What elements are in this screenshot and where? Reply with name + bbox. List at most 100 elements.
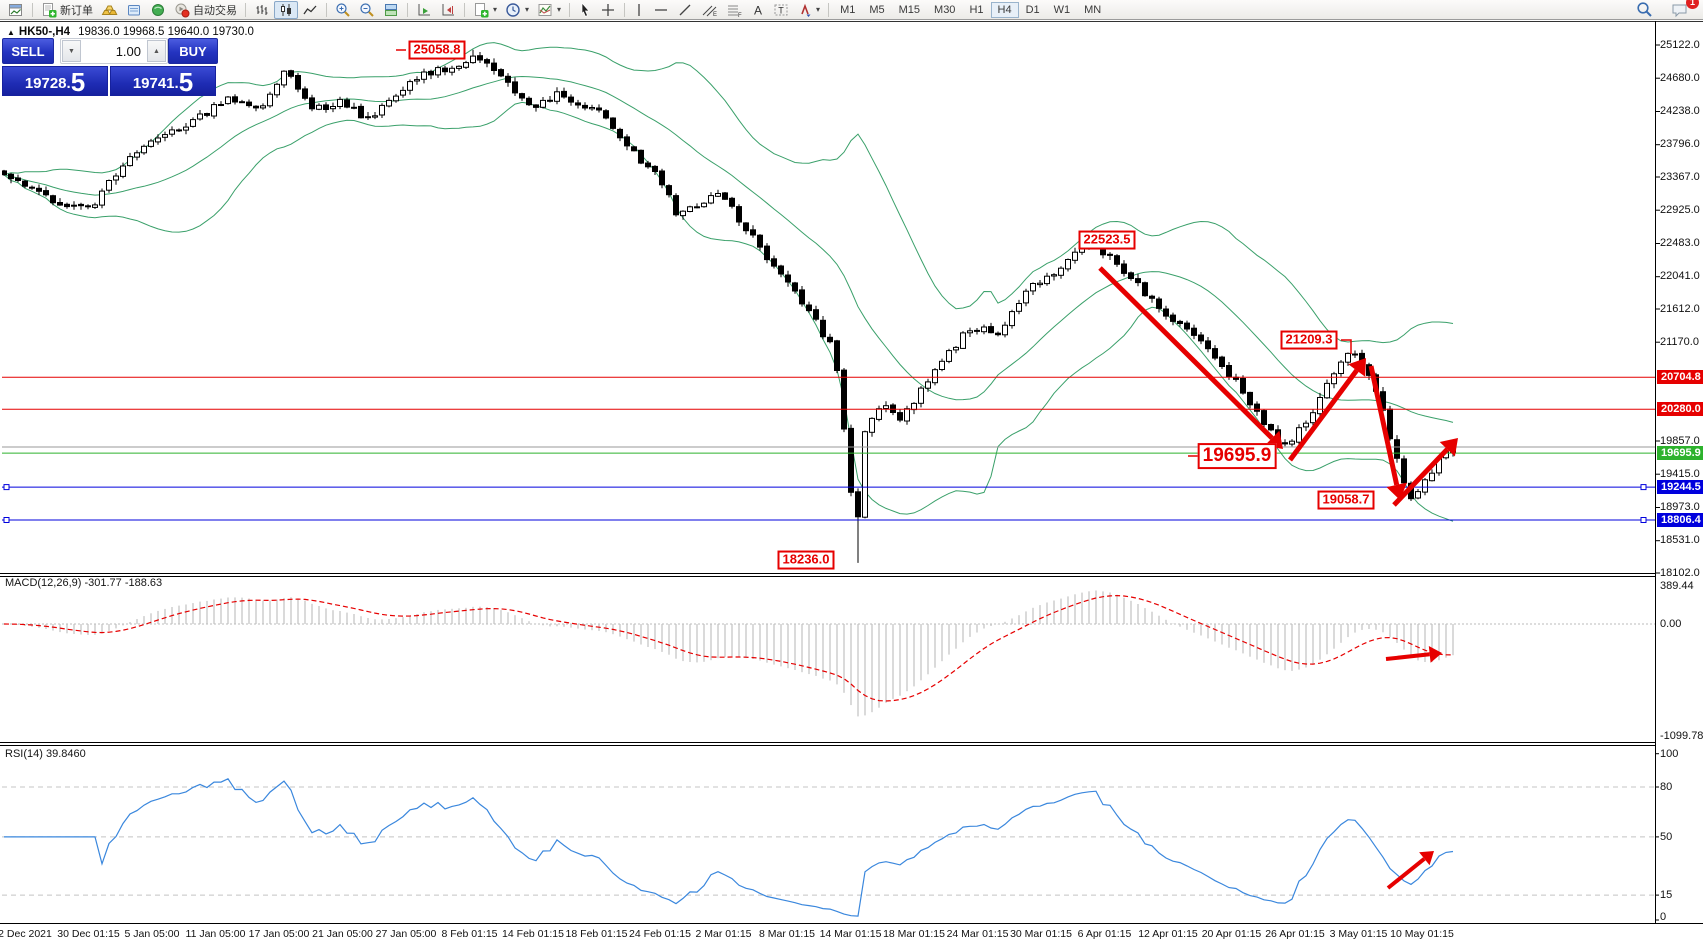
price-annotation-19058.7[interactable]: 19058.7 xyxy=(1317,490,1375,510)
chevron-down-icon: ▾ xyxy=(557,5,562,14)
strategy-tester-icon[interactable] xyxy=(146,1,170,19)
search-icon[interactable] xyxy=(1632,1,1657,19)
sell-button[interactable]: SELL xyxy=(2,38,54,64)
svg-text:F: F xyxy=(738,13,742,18)
price-annotation-25058.8[interactable]: 25058.8 xyxy=(408,40,466,60)
auto-scroll-icon[interactable] xyxy=(412,1,436,19)
price-annotation-19695.9[interactable]: 19695.9 xyxy=(1197,443,1277,469)
price-tick[interactable]: 22041.0 xyxy=(1660,270,1700,283)
time-label: 14 Feb 01:15 xyxy=(502,928,564,940)
rsi-scale-80[interactable]: 80 xyxy=(1660,780,1673,793)
one-click-trading-panel: SELL ▼ 1.00 ▲ BUY 19728. 5 19741. 5 xyxy=(2,38,218,96)
macd-scale-zero[interactable]: 0.00 xyxy=(1660,618,1682,630)
price-tick[interactable]: 24238.0 xyxy=(1660,104,1700,117)
price-tick[interactable]: 25122.0 xyxy=(1660,38,1700,51)
price-tick[interactable]: 18531.0 xyxy=(1660,534,1700,547)
autotrading-button[interactable]: 自动交易 xyxy=(170,1,241,19)
price-tick[interactable]: 23367.0 xyxy=(1660,170,1700,183)
data-window-icon[interactable] xyxy=(122,1,146,19)
panel-separator-rsi[interactable] xyxy=(0,742,1655,746)
periods-dropdown[interactable]: ▾ xyxy=(501,1,533,19)
timeframe-m15[interactable]: M15 xyxy=(898,3,921,16)
trendline-icon[interactable] xyxy=(673,1,697,19)
price-annotation-22523.5[interactable]: 22523.5 xyxy=(1078,230,1136,250)
time-label: 12 Apr 01:15 xyxy=(1138,928,1198,940)
timeframe-h4[interactable]: H4 xyxy=(990,1,1019,18)
bar-chart-icon[interactable] xyxy=(250,1,274,19)
price-tick[interactable]: 22483.0 xyxy=(1660,236,1700,249)
chevron-down-icon: ▾ xyxy=(816,5,821,14)
timeframe-m1[interactable]: M1 xyxy=(840,3,856,16)
price-tick[interactable]: 19857.0 xyxy=(1660,434,1700,447)
text-icon[interactable]: A xyxy=(747,1,769,19)
chart-window[interactable] xyxy=(0,21,1703,945)
notifications-icon[interactable]: 1 xyxy=(1667,0,1699,19)
price-tick[interactable]: 19415.0 xyxy=(1660,467,1700,480)
chart-window-icon[interactable] xyxy=(4,1,28,19)
volume-increase-button[interactable]: ▲ xyxy=(147,40,166,62)
candlestick-chart-icon[interactable] xyxy=(274,0,298,19)
new-order-button[interactable]: 新订单 xyxy=(37,1,97,19)
line-chart-icon[interactable] xyxy=(298,1,322,19)
horizontal-line-icon[interactable] xyxy=(649,1,673,19)
timeframe-m30[interactable]: M30 xyxy=(934,3,956,16)
price-badge-18806.4: 18806.4 xyxy=(1657,513,1703,528)
sell-price[interactable]: 19728. 5 xyxy=(2,66,108,96)
price-annotation-21209.3[interactable]: 21209.3 xyxy=(1280,330,1338,350)
sell-price-main: 19728 xyxy=(24,75,67,92)
volume-decrease-button[interactable]: ▼ xyxy=(62,40,81,62)
price-tick[interactable]: 22925.0 xyxy=(1660,203,1700,216)
toolbar-separator xyxy=(326,2,327,17)
macd-scale-top[interactable]: 389.44 xyxy=(1660,580,1694,592)
time-axis[interactable]: 2 Dec 2021 30 Dec 01:15 5 Jan 05:00 11 Jan … xyxy=(0,923,1703,944)
price-annotation-18236.0[interactable]: 18236.0 xyxy=(777,550,835,570)
rsi-scale-100[interactable]: 100 xyxy=(1660,747,1679,760)
price-tick[interactable]: 21612.0 xyxy=(1660,302,1700,315)
price-tick[interactable]: 18973.0 xyxy=(1660,500,1700,513)
price-tick[interactable]: 21170.0 xyxy=(1660,335,1699,348)
cursor-icon[interactable] xyxy=(574,1,596,19)
new-order-icon xyxy=(43,2,57,17)
price-tick[interactable]: 23796.0 xyxy=(1660,138,1700,151)
macd-label: MACD(12,26,9) -301.77 -188.63 xyxy=(5,577,163,589)
zoom-out-icon[interactable] xyxy=(355,1,379,19)
zoom-in-icon[interactable] xyxy=(331,1,355,19)
equidistant-channel-icon[interactable]: E xyxy=(697,1,722,19)
vertical-line-icon[interactable] xyxy=(629,1,649,19)
sell-price-frac: 5 xyxy=(70,66,86,97)
gold-bars-icon[interactable] xyxy=(97,1,122,19)
panel-separator-macd[interactable] xyxy=(0,573,1655,577)
collapse-arrow-icon[interactable]: ▲ xyxy=(7,28,15,37)
fibonacci-icon[interactable]: F xyxy=(722,1,747,19)
buy-button[interactable]: BUY xyxy=(168,38,218,64)
chart-shift-icon[interactable] xyxy=(436,1,460,19)
time-label: 30 Mar 01:15 xyxy=(1010,928,1072,940)
new-order-dropdown[interactable]: ▾ xyxy=(469,1,501,19)
time-label: 2 Mar 01:15 xyxy=(695,928,752,940)
text-label-icon[interactable]: T xyxy=(769,1,793,19)
time-label: 5 Jan 05:00 xyxy=(124,928,180,940)
symbol-info-line: ▲ HK50-,H4 19836.0 19968.5 19640.0 19730.0 xyxy=(7,26,254,38)
indicators-dropdown[interactable]: ▾ xyxy=(533,1,565,19)
price-tick[interactable]: 18102.0 xyxy=(1660,566,1700,579)
rsi-scale-50[interactable]: 50 xyxy=(1660,830,1673,843)
time-label: 11 Jan 05:00 xyxy=(185,928,246,940)
timeframe-w1[interactable]: W1 xyxy=(1053,3,1071,16)
timeframe-d1[interactable]: D1 xyxy=(1025,3,1040,16)
toolbar-separator xyxy=(828,2,830,17)
tile-windows-icon[interactable] xyxy=(379,1,403,19)
arrows-dropdown[interactable]: ▾ xyxy=(793,1,824,19)
crosshair-icon[interactable] xyxy=(596,1,620,19)
timeframe-mn[interactable]: MN xyxy=(1084,3,1102,16)
rsi-scale-0[interactable]: 0 xyxy=(1660,911,1667,923)
buy-price-main: 19741 xyxy=(132,75,175,92)
rsi-label: RSI(14) 39.8460 xyxy=(5,748,86,760)
price-tick[interactable]: 24680.0 xyxy=(1660,71,1700,84)
buy-price[interactable]: 19741. 5 xyxy=(110,66,216,96)
timeframe-h1[interactable]: H1 xyxy=(969,3,984,16)
macd-scale-bottom[interactable]: -1099.78 xyxy=(1660,730,1703,742)
toolbar-separator xyxy=(32,2,33,17)
volume-input[interactable]: 1.00 xyxy=(82,39,146,63)
rsi-scale-15[interactable]: 15 xyxy=(1660,889,1673,902)
timeframe-m5[interactable]: M5 xyxy=(869,3,885,16)
